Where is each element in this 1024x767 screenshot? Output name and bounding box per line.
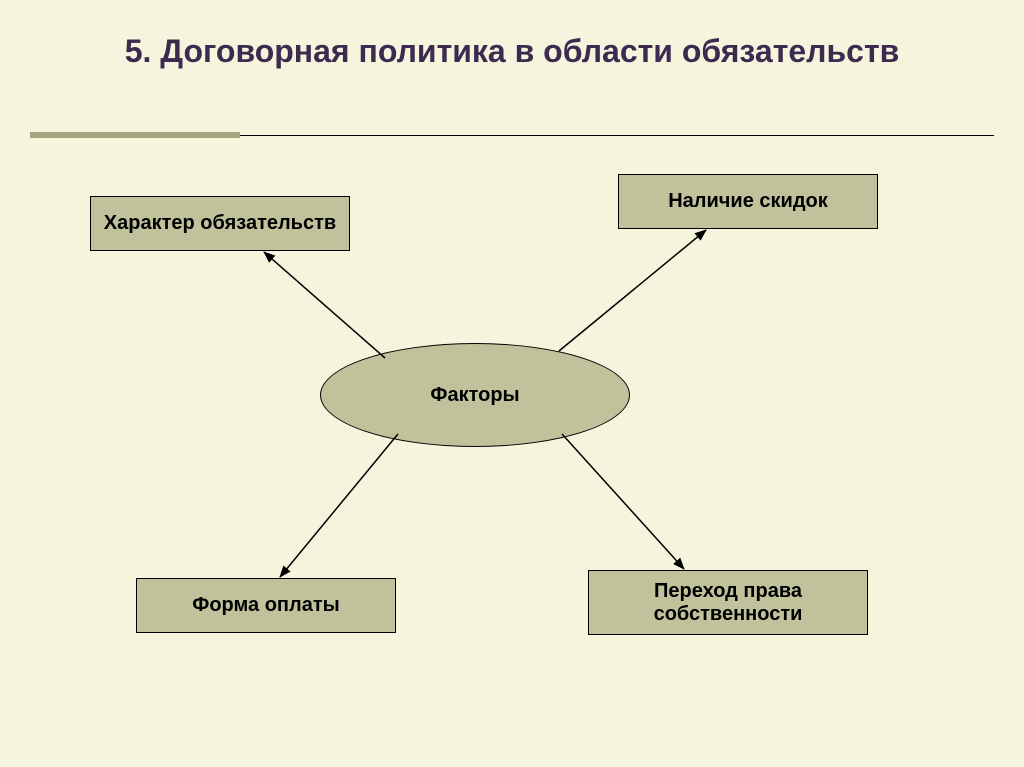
node-obligation-character: Характер обязательств [90, 196, 350, 251]
center-node-label: Факторы [430, 384, 519, 407]
node-ownership-transfer: Переход права собственности [588, 570, 868, 635]
node-discounts: Наличие скидок [618, 174, 878, 229]
node-label: Переход права собственности [597, 580, 859, 626]
title-underline-thick [30, 132, 240, 138]
node-label: Характер обязательств [104, 212, 336, 235]
node-label: Форма оплаты [192, 594, 339, 617]
node-payment-form: Форма оплаты [136, 578, 396, 633]
center-node-factors: Факторы [320, 343, 630, 447]
slide-title: 5. Договорная политика в области обязате… [0, 30, 1024, 73]
node-label: Наличие скидок [668, 190, 828, 213]
slide: 5. Договорная политика в области обязате… [0, 0, 1024, 767]
